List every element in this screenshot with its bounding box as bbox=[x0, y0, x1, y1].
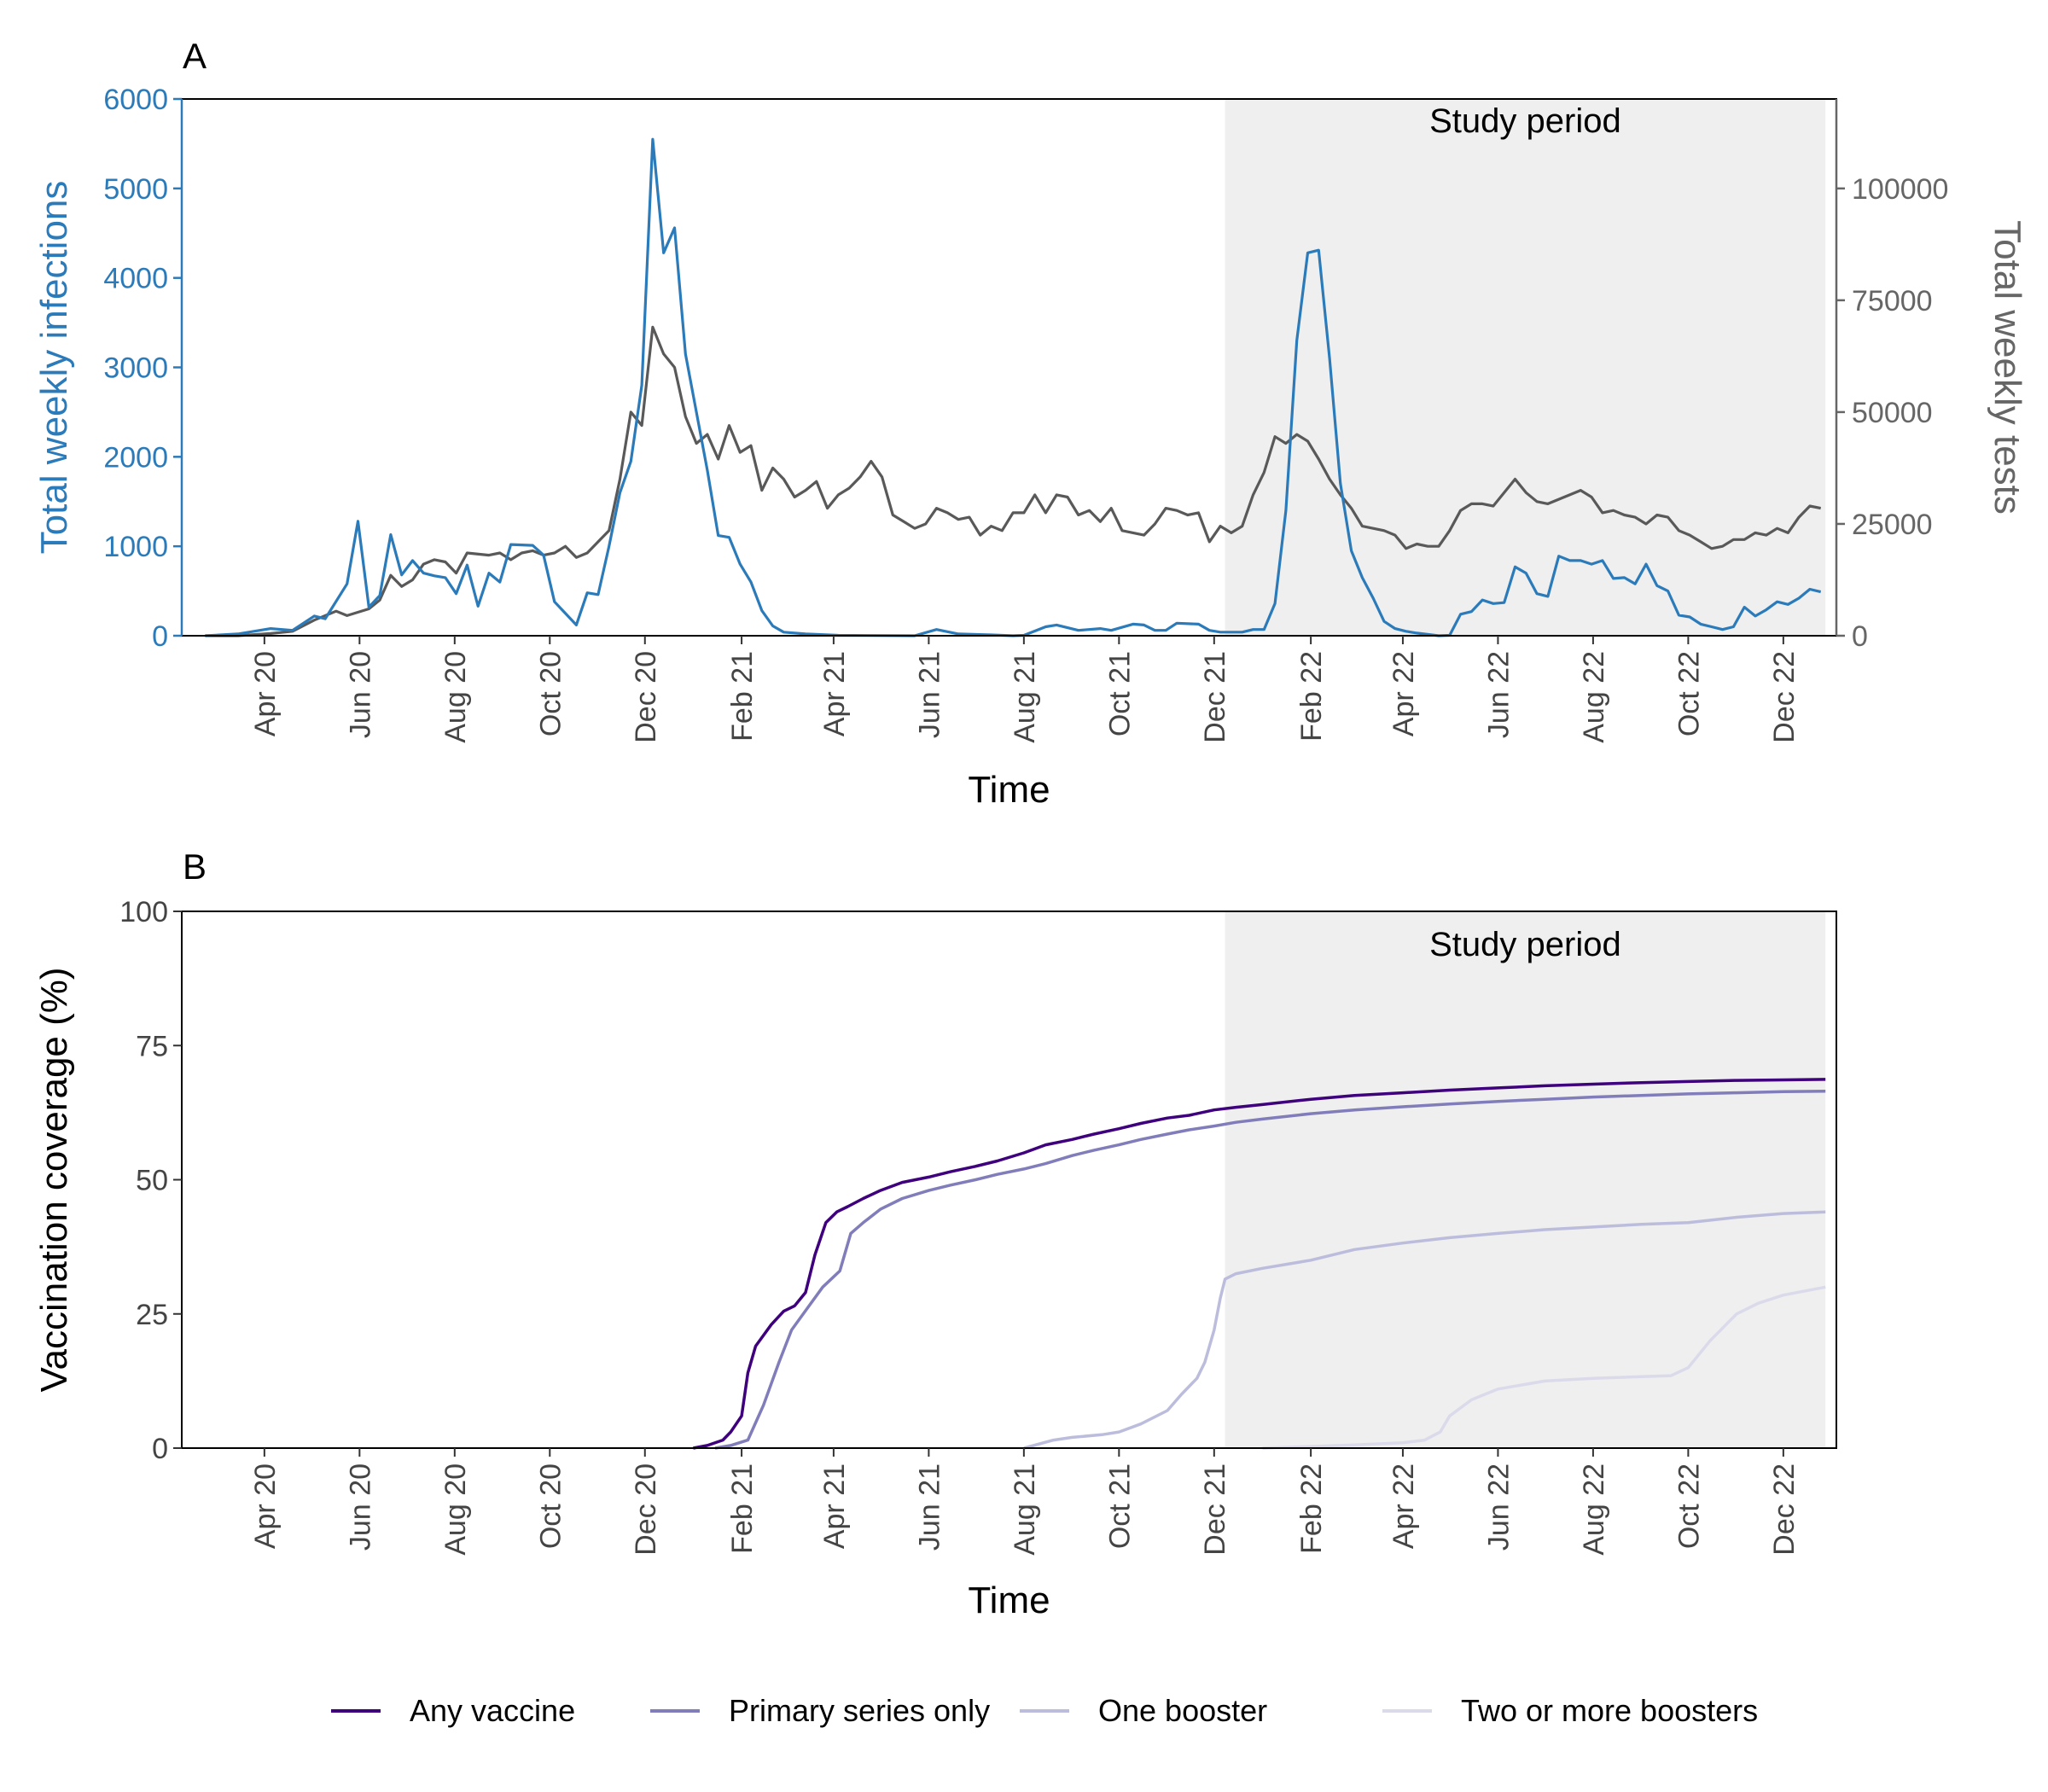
panel-b: Study period 0 25 50 75 100 Apr 20 Jun 20 Aug … bbox=[33, 847, 1837, 1621]
y-tick-label: 50 bbox=[136, 1165, 168, 1197]
study-period-label-b: Study period bbox=[1429, 926, 1621, 963]
y-tick-label: 0 bbox=[152, 620, 168, 653]
x-tick-label: Jun 20 bbox=[344, 1463, 376, 1551]
legend-label: Primary series only bbox=[729, 1693, 990, 1728]
panel-label-b: B bbox=[183, 847, 207, 887]
x-tick-label: Jun 21 bbox=[913, 651, 945, 738]
tests-line bbox=[205, 325, 1822, 637]
y-tick-label: 6000 bbox=[103, 84, 168, 116]
y-tick-label: 0 bbox=[152, 1433, 168, 1465]
x-tick-label: Feb 22 bbox=[1295, 651, 1328, 742]
x-tick-label: Dec 22 bbox=[1768, 651, 1801, 743]
y2-tick-label: 100000 bbox=[1852, 173, 1948, 206]
y2-tick-label: 75000 bbox=[1852, 285, 1933, 317]
study-period-label-a: Study period bbox=[1429, 102, 1621, 140]
y-tick-label: 1000 bbox=[103, 531, 168, 563]
coverage-line-one-booster bbox=[1023, 1210, 1826, 1450]
y2-tick-label: 50000 bbox=[1852, 397, 1933, 429]
coverage-lines bbox=[693, 1078, 1826, 1450]
x-tick-label: Dec 21 bbox=[1199, 1463, 1231, 1556]
x-tick-label: Jun 21 bbox=[913, 1463, 945, 1551]
x-tick-label: Dec 21 bbox=[1199, 651, 1231, 743]
y-tick-label: 75 bbox=[136, 1030, 168, 1062]
x-tick-label: Apr 22 bbox=[1388, 1463, 1420, 1549]
x-tick-label: Dec 20 bbox=[630, 651, 662, 743]
x-tick-label: Dec 22 bbox=[1768, 1463, 1801, 1556]
x-tick-label: Feb 21 bbox=[726, 1463, 759, 1554]
y-tick-label: 2000 bbox=[103, 441, 168, 474]
y-axis-label-left: Total weekly infections bbox=[33, 181, 75, 555]
x-tick-label: Jun 22 bbox=[1482, 1463, 1515, 1551]
legend: Any vaccine Primary series only One booste… bbox=[331, 1693, 1758, 1728]
x-tick-label: Aug 22 bbox=[1578, 651, 1610, 743]
x-ticks-a: Apr 20 Jun 20 Aug 20 Oct 20 Dec 20 Feb 21 Apr … bbox=[249, 636, 1801, 743]
x-tick-label: Oct 21 bbox=[1103, 1463, 1136, 1549]
y2-tick-label: 0 bbox=[1852, 620, 1868, 653]
x-tick-label: Apr 21 bbox=[818, 1463, 851, 1549]
x-tick-label: Feb 22 bbox=[1295, 1463, 1328, 1554]
coverage-line-two-or-more-boosters bbox=[1262, 1285, 1826, 1450]
x-tick-label: Oct 22 bbox=[1673, 1463, 1705, 1549]
x-tick-label: Aug 21 bbox=[1009, 1463, 1041, 1556]
x-axis-label-b: Time bbox=[968, 1580, 1050, 1621]
x-tick-label: Apr 20 bbox=[249, 1463, 282, 1549]
x-tick-label: Aug 20 bbox=[439, 651, 472, 743]
x-axis-label-a: Time bbox=[968, 769, 1050, 811]
coverage-line-any-vaccine bbox=[693, 1078, 1826, 1450]
legend-label: Two or more boosters bbox=[1461, 1693, 1758, 1728]
y-ticks-right: 0 25000 50000 75000 100000 bbox=[1836, 173, 1948, 653]
legend-label: Any vaccine bbox=[410, 1693, 575, 1728]
x-tick-label: Oct 20 bbox=[534, 651, 567, 736]
x-ticks-b: Apr 20 Jun 20 Aug 20 Oct 20 Dec 20 Feb 21 Apr … bbox=[249, 1448, 1801, 1556]
y-tick-label: 25 bbox=[136, 1299, 168, 1331]
x-tick-label: Feb 21 bbox=[726, 651, 759, 742]
study-period-shade-b bbox=[1225, 911, 1826, 1448]
panel-a: Study period 0 1000 2000 3000 4000 5000 6000 0… bbox=[33, 36, 2028, 811]
y-ticks-b: 0 25 50 75 100 bbox=[119, 896, 182, 1465]
y-tick-label: 4000 bbox=[103, 263, 168, 295]
y2-tick-label: 25000 bbox=[1852, 509, 1933, 541]
y-tick-label: 100 bbox=[119, 896, 168, 928]
study-period-shade-a bbox=[1225, 99, 1826, 636]
y-ticks-left: 0 1000 2000 3000 4000 5000 6000 bbox=[103, 84, 182, 653]
x-tick-label: Oct 20 bbox=[534, 1463, 567, 1549]
x-tick-label: Jun 20 bbox=[344, 651, 376, 738]
x-tick-label: Jun 22 bbox=[1482, 651, 1515, 738]
x-tick-label: Oct 21 bbox=[1103, 651, 1136, 736]
x-tick-label: Aug 21 bbox=[1009, 651, 1041, 743]
y-axis-label-right: Total weekly tests bbox=[1987, 220, 2028, 515]
x-tick-label: Aug 20 bbox=[439, 1463, 472, 1556]
y-tick-label: 5000 bbox=[103, 173, 168, 206]
panel-label-a: A bbox=[183, 36, 207, 76]
x-tick-label: Dec 20 bbox=[630, 1463, 662, 1556]
legend-label: One booster bbox=[1098, 1693, 1267, 1728]
x-tick-label: Apr 21 bbox=[818, 651, 851, 736]
x-tick-label: Oct 22 bbox=[1673, 651, 1705, 736]
x-tick-label: Apr 20 bbox=[249, 651, 282, 736]
infections-line bbox=[205, 137, 1822, 637]
x-tick-label: Apr 22 bbox=[1388, 651, 1420, 736]
x-tick-label: Aug 22 bbox=[1578, 1463, 1610, 1556]
y-axis-label-b: Vaccination coverage (%) bbox=[33, 967, 75, 1392]
coverage-line-primary-series-only bbox=[714, 1089, 1826, 1450]
y-tick-label: 3000 bbox=[103, 352, 168, 385]
